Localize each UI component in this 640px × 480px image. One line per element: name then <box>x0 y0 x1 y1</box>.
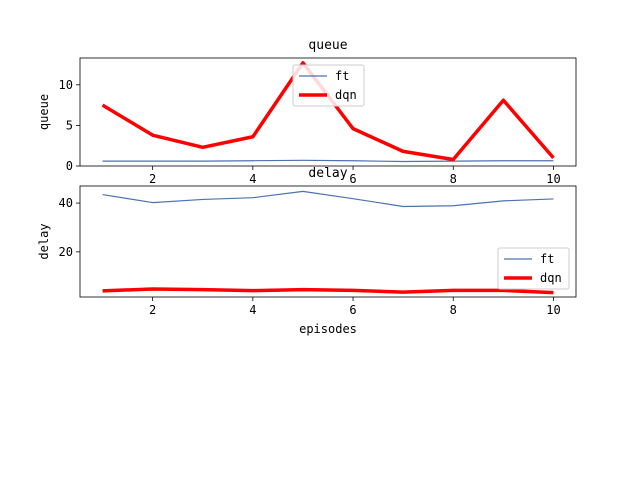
chart-1-xtick-label: 10 <box>546 172 560 186</box>
chart-1-ytick-label: 5 <box>66 118 73 132</box>
chart-1-xtick-label: 6 <box>349 172 356 186</box>
chart-2-ytick-label: 20 <box>59 245 73 259</box>
chart-1-legend-label-ft: ft <box>335 69 349 83</box>
chart-1-ytick-label: 10 <box>59 78 73 92</box>
chart-2-axes-frame <box>79 185 577 298</box>
chart-2-xlabel: episodes <box>299 322 357 336</box>
chart-2-xtick-label: 2 <box>149 303 156 317</box>
chart-1-ytick-label: 0 <box>66 159 73 173</box>
chart-1-legend-label-dqn: dqn <box>335 88 357 102</box>
chart-1-ylabel: queue <box>37 94 51 130</box>
chart-2-xtick-label: 10 <box>546 303 560 317</box>
chart-1-xtick-label: 2 <box>149 172 156 186</box>
chart-2-series-ft-line <box>102 190 554 208</box>
chart-2-series-dqn-line <box>102 287 554 295</box>
chart-2-xtick-label: 4 <box>249 303 256 317</box>
chart-1-xtick-label: 8 <box>450 172 457 186</box>
chart-2-xtick-label: 6 <box>349 303 356 317</box>
chart-2-legend-label-dqn: dqn <box>540 271 562 285</box>
chart-2-ylabel: delay <box>37 223 51 259</box>
chart-1-axes-frame <box>79 57 577 167</box>
chart-2-legend-label-ft: ft <box>540 252 554 266</box>
chart-2-title: delay <box>308 166 347 181</box>
chart-2-xtick-label: 8 <box>450 303 457 317</box>
chart-1-series-ft-line <box>102 159 554 163</box>
chart-1-legend: ft dqn <box>292 64 365 107</box>
chart-1-title: queue <box>308 38 347 53</box>
chart-2: delay 2 4 6 8 10 20 40 delay episodes ft dqn <box>37 166 577 336</box>
chart-1: queue 2 4 6 8 10 0 5 10 queue ft dqn <box>37 38 577 186</box>
chart-2-legend: ft dqn <box>497 247 570 290</box>
chart-1-xtick-label: 4 <box>249 172 256 186</box>
chart-2-ytick-label: 40 <box>59 196 73 210</box>
